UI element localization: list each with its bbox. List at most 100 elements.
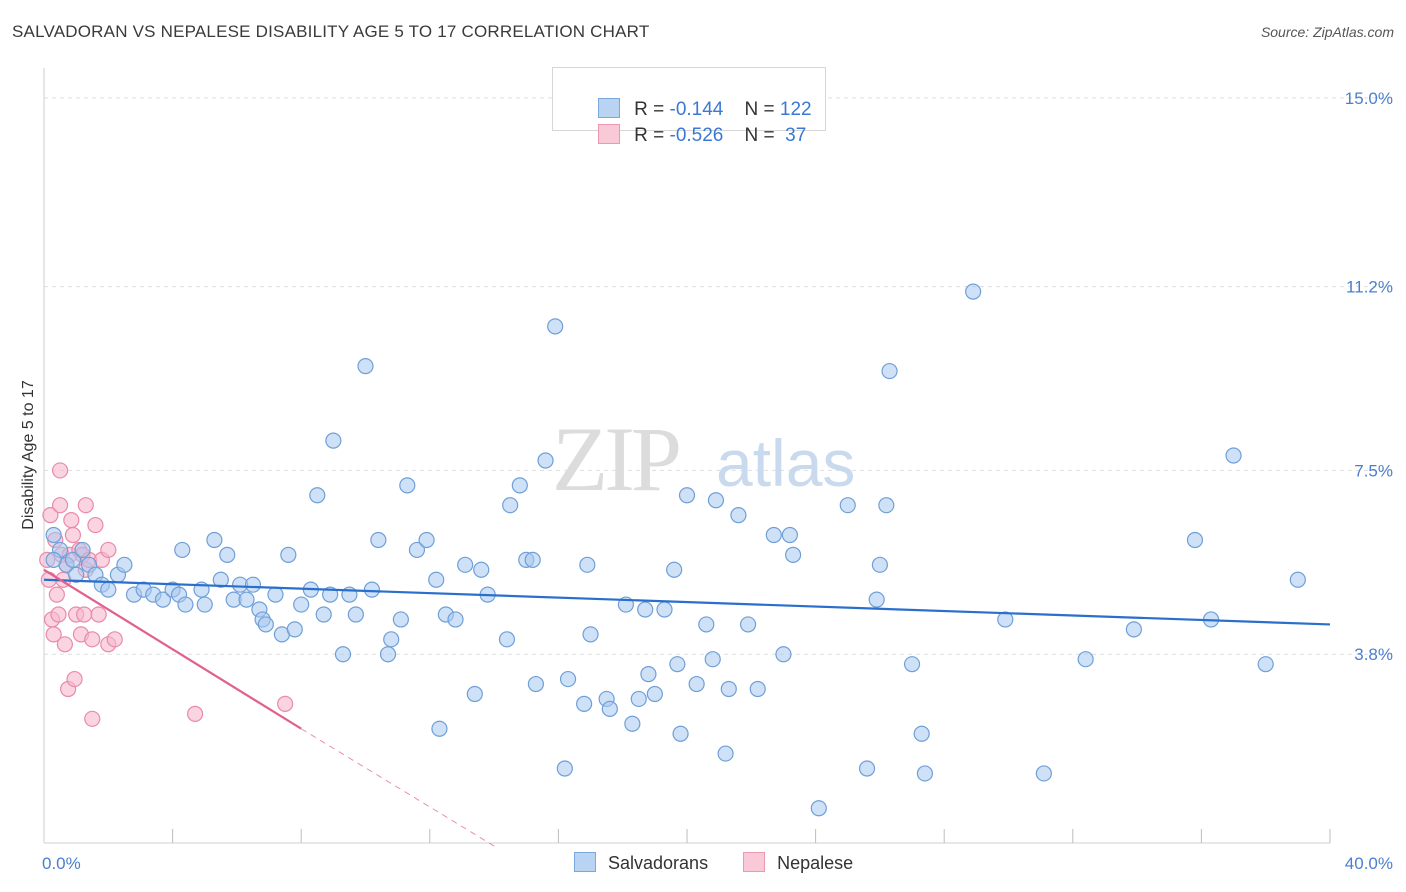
- salvadoran-point: [997, 611, 1014, 628]
- salvadoran-points: [45, 283, 1306, 817]
- salvadoran-point: [473, 561, 490, 578]
- salvadoran-point: [174, 541, 191, 559]
- salvadoran-point: [257, 616, 274, 633]
- legend-r-label: R =: [634, 99, 670, 120]
- salvadoran-point: [347, 606, 364, 623]
- salvadoran-point: [637, 601, 654, 618]
- salvadoran-point: [739, 616, 757, 633]
- legend-n-value: 122: [779, 99, 812, 120]
- salvadoran-point: [781, 526, 798, 544]
- salvadoran-point: [267, 586, 284, 603]
- salvadoran-point: [100, 581, 117, 598]
- salvadoran-point: [1125, 621, 1142, 638]
- salvadoran-point: [315, 606, 332, 623]
- salvadoran-point: [177, 596, 194, 613]
- salvadoran-point: [196, 596, 213, 613]
- salvadoran-point: [502, 497, 519, 514]
- salvadoran-point: [238, 591, 255, 608]
- salvadoran-point: [511, 477, 528, 494]
- salvadoran-point: [154, 591, 172, 608]
- salvadoran-point: [524, 551, 541, 568]
- salvadoran-point: [669, 656, 686, 673]
- salvadoran-point: [418, 531, 435, 549]
- legend-swatch-pink: [743, 852, 766, 872]
- salvadoran-point: [392, 611, 409, 628]
- salvadoran-point: [775, 646, 792, 663]
- y-tick-label: 3.8%: [1354, 645, 1393, 664]
- nepalese-point: [187, 705, 204, 722]
- salvadoran-point: [498, 631, 516, 648]
- legend-swatch-blue: [574, 852, 596, 872]
- salvadoran-point: [428, 571, 445, 588]
- nepalese-point: [106, 631, 123, 648]
- legend-n-value: 37: [779, 125, 807, 146]
- legend-n-label: N =: [744, 125, 780, 146]
- legend-row-nepalese: R = -0.526 N = 37: [577, 102, 806, 146]
- salvadoran-point: [280, 546, 297, 563]
- salvadoran-point: [916, 765, 934, 782]
- watermark: ZIP atlas: [552, 408, 855, 510]
- legend-item-nepalese: Nepalese: [743, 852, 853, 874]
- legend-label-salvadorans: Salvadorans: [608, 853, 709, 873]
- salvadoran-point: [206, 531, 223, 549]
- nepalese-point: [100, 541, 117, 559]
- tick-labels: 3.8% 7.5% 11.2% 15.0% 0.0% 40.0%: [42, 89, 1393, 873]
- stats-legend: R = -0.144 N = 122 R = -0.526 N = 37: [552, 67, 826, 146]
- salvadoran-point: [286, 621, 303, 638]
- salvadoran-point: [447, 611, 464, 628]
- nepalese-point: [84, 631, 101, 648]
- salvadoran-point: [688, 675, 705, 693]
- nepalese-point: [87, 516, 104, 534]
- salvadoran-point: [293, 596, 310, 613]
- legend-swatch-pink: [598, 124, 621, 144]
- nepalese-point: [48, 586, 65, 603]
- salvadoran-point: [582, 626, 599, 643]
- salvadoran-point: [325, 432, 342, 449]
- salvadoran-point: [868, 591, 885, 608]
- salvadoran-point: [881, 362, 898, 380]
- nepalese-point: [45, 626, 62, 643]
- salvadoran-point: [527, 675, 544, 693]
- salvadoran-point: [547, 318, 564, 335]
- legend-r-value: -0.144: [669, 99, 724, 120]
- salvadoran-point: [579, 556, 596, 573]
- salvadoran-point: [212, 571, 229, 588]
- salvadoran-point: [576, 695, 593, 713]
- salvadoran-point: [45, 551, 62, 568]
- source-label: Source: ZipAtlas.com: [1260, 24, 1394, 40]
- salvadoran-point: [370, 531, 387, 549]
- salvadoran-point: [749, 680, 766, 698]
- legend-r-label: R =: [634, 125, 670, 146]
- y-tick-label: 15.0%: [1345, 89, 1393, 108]
- salvadoran-point: [379, 646, 397, 663]
- chart-title: SALVADORAN VS NEPALESE DISABILITY AGE 5 …: [12, 22, 650, 41]
- legend-row-salvadorans: R = -0.144 N = 122: [577, 76, 812, 120]
- trend-lines: [43, 568, 1331, 849]
- salvadoran-point: [678, 487, 696, 504]
- salvadoran-point: [640, 666, 657, 683]
- watermark-zip: ZIP: [552, 408, 679, 510]
- series-legend: Salvadorans Nepalese: [574, 852, 883, 874]
- salvadoran-point: [720, 680, 737, 698]
- y-tick-label: 11.2%: [1346, 278, 1393, 297]
- salvadoran-point: [704, 651, 721, 668]
- salvadoran-point: [74, 541, 91, 559]
- legend-item-salvadorans: Salvadorans: [574, 852, 708, 874]
- salvadoran-point: [646, 685, 663, 703]
- salvadoran-point: [466, 685, 483, 703]
- salvadoran-point: [537, 452, 554, 469]
- salvadoran-point: [45, 526, 62, 544]
- nepalese-point: [90, 606, 107, 623]
- nepalese-point: [277, 695, 294, 713]
- legend-r-value: -0.526: [669, 125, 724, 146]
- legend-n-label: N =: [744, 99, 780, 120]
- nepalese-point: [63, 512, 80, 529]
- salvadoran-point: [630, 690, 647, 708]
- nepalese-trend-extension: [300, 728, 498, 849]
- watermark-atlas: atlas: [716, 426, 855, 500]
- salvadoran-point: [1077, 651, 1094, 668]
- y-axis-label: Disability Age 5 to 17: [20, 380, 37, 530]
- salvadoran-point: [858, 760, 876, 777]
- legend-swatch-blue: [598, 98, 621, 118]
- salvadoran-point: [784, 546, 802, 563]
